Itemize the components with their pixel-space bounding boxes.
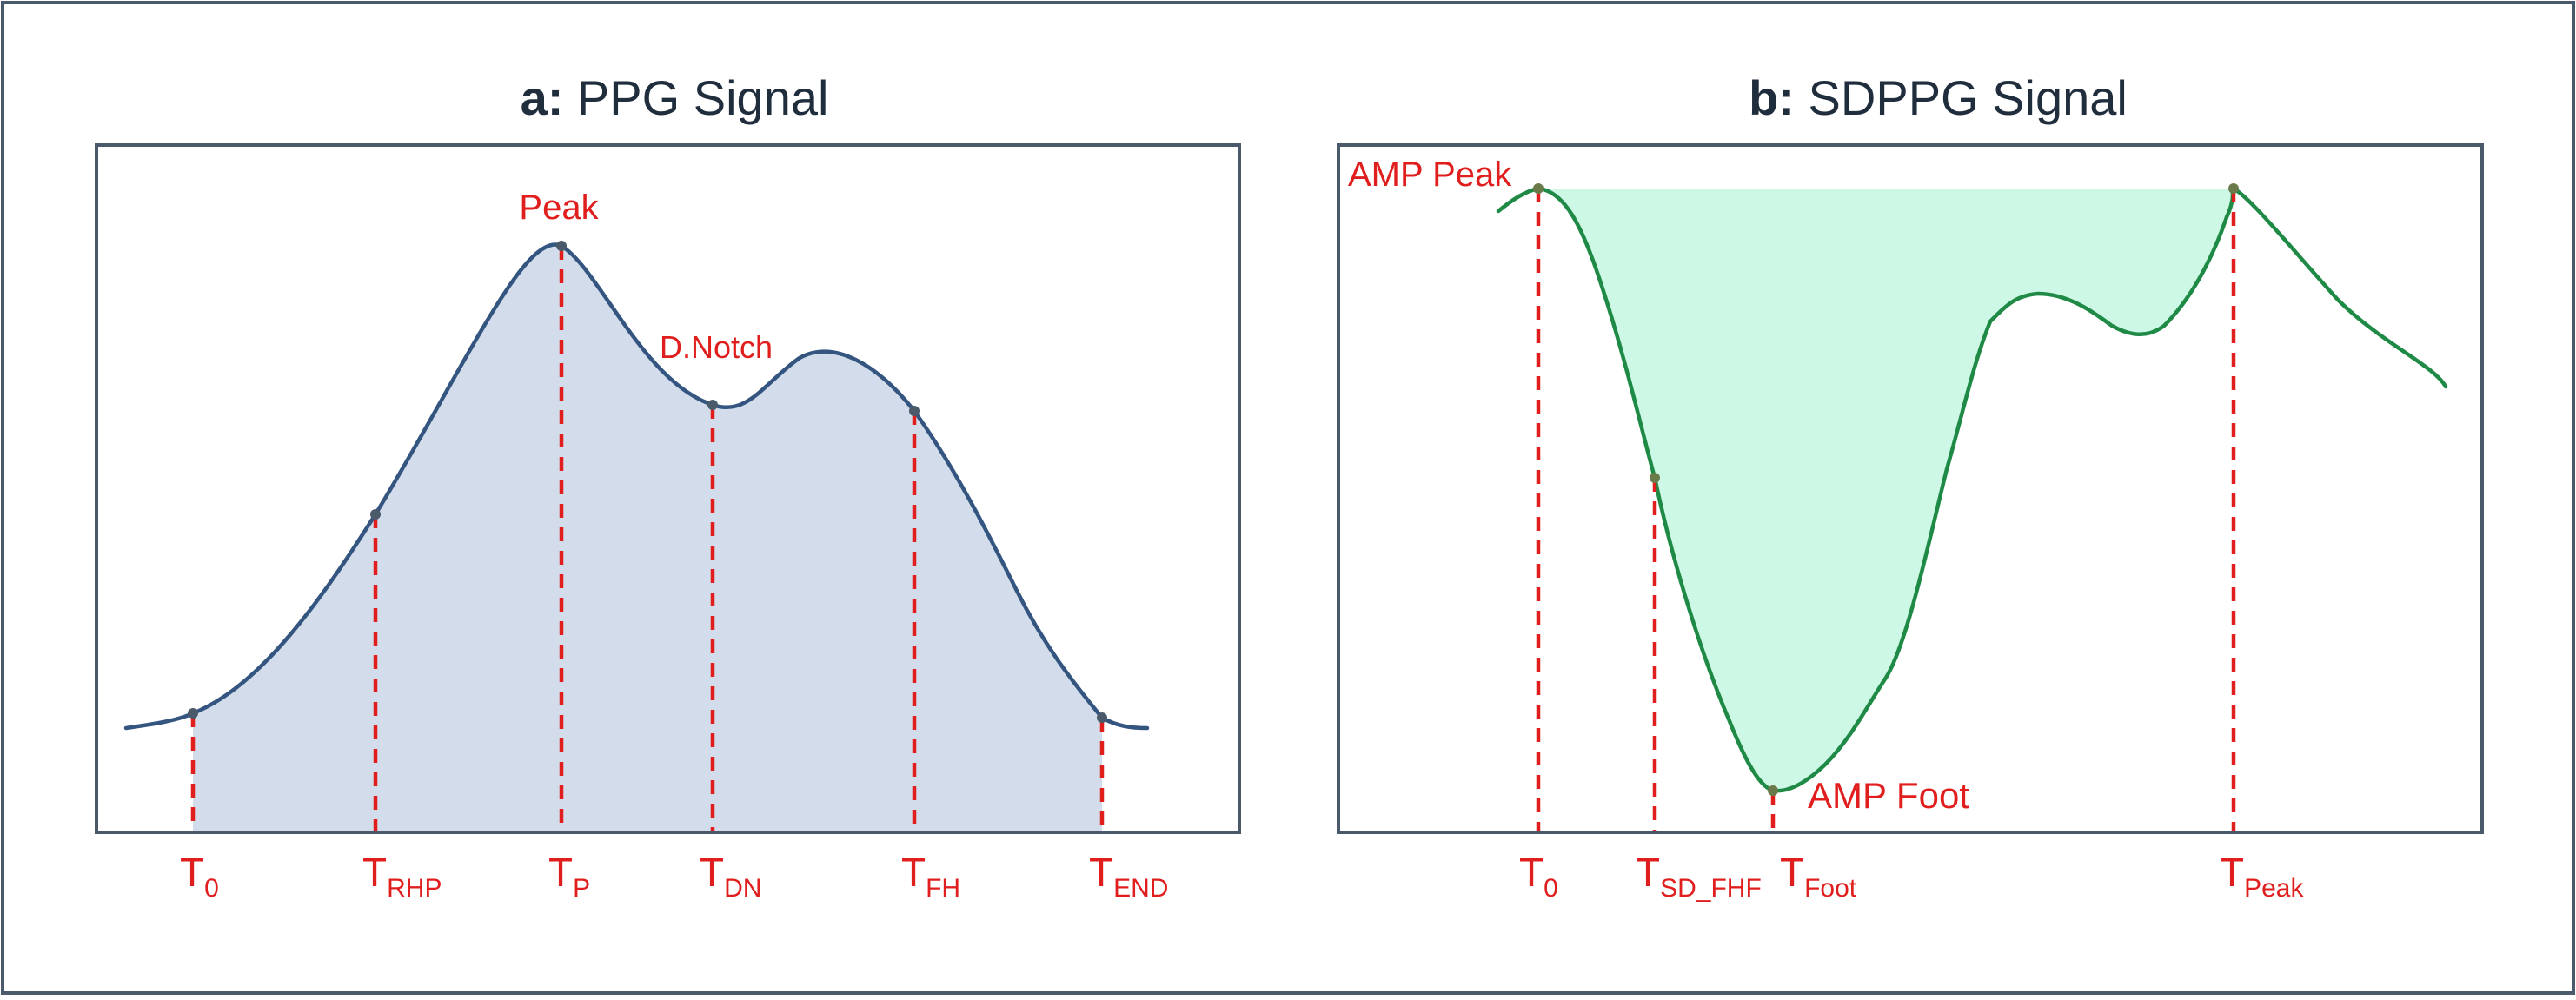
panel-b-title-letter: b:	[1749, 70, 1795, 125]
ppg-markers	[190, 246, 1105, 831]
ppg-point-fh	[909, 406, 920, 416]
panel-a-frame	[95, 143, 1241, 834]
ppg-tick-tfh: TFH	[901, 850, 960, 903]
ppg-point-rhp	[370, 509, 381, 520]
panel-a-title-text: PPG Signal	[563, 70, 828, 125]
ppg-tick-labels: T0 TRHP TP TDN TFH TEND	[180, 850, 1168, 903]
sdppg-amp-foot-label: AMP Foot	[1808, 775, 1969, 816]
sdppg-tick-tsdfhf: TSD_FHF	[1636, 850, 1762, 903]
sdppg-tick-t0: T0	[1519, 850, 1558, 903]
ppg-point-end	[1097, 712, 1107, 723]
sdppg-point-sdfhf	[1650, 473, 1660, 483]
ppg-peak-label: Peak	[519, 189, 599, 227]
panel-b: b: SDPPG Signal AMP Peak AMP Foot T0 TSD…	[1337, 70, 2484, 903]
ppg-point-peak	[556, 241, 567, 251]
ppg-tick-tp: TP	[548, 850, 590, 903]
sdppg-point-foot	[1768, 785, 1778, 796]
ppg-area-fill	[193, 244, 1102, 831]
panel-a: a: PPG Signal Peak D.Notch	[95, 70, 1241, 903]
sdppg-markers	[1536, 189, 2236, 831]
panel-b-frame	[1337, 143, 2484, 834]
ppg-tick-t0: T0	[180, 850, 219, 903]
panel-b-title-text: SDPPG Signal	[1795, 70, 2128, 125]
panel-b-title: b: SDPPG Signal	[1749, 70, 2128, 125]
sdppg-point-t0	[1533, 183, 1544, 194]
sdppg-point-peak	[2228, 183, 2239, 194]
sdppg-area-fill	[1538, 189, 2236, 791]
panel-a-title-letter: a:	[521, 70, 564, 125]
sdppg-points	[1533, 183, 2239, 796]
ppg-dnotch-label: D.Notch	[660, 329, 773, 365]
sdppg-tick-labels: T0 TSD_FHF TFoot TPeak	[1519, 850, 2304, 903]
sdppg-tick-tfoot: TFoot	[1780, 850, 1857, 903]
ppg-tick-tend: TEND	[1089, 850, 1168, 903]
sdppg-tick-tpeak: TPeak	[2220, 850, 2304, 903]
sdppg-amp-peak-label: AMP Peak	[1348, 156, 1512, 194]
ppg-tick-tdn: TDN	[700, 850, 761, 903]
ppg-points	[188, 241, 1107, 723]
panel-a-title: a: PPG Signal	[521, 70, 829, 125]
ppg-curve	[123, 242, 1150, 731]
ppg-point-t0	[188, 708, 198, 719]
ppg-point-dn	[707, 400, 718, 410]
ppg-tick-trhp: TRHP	[362, 850, 442, 903]
